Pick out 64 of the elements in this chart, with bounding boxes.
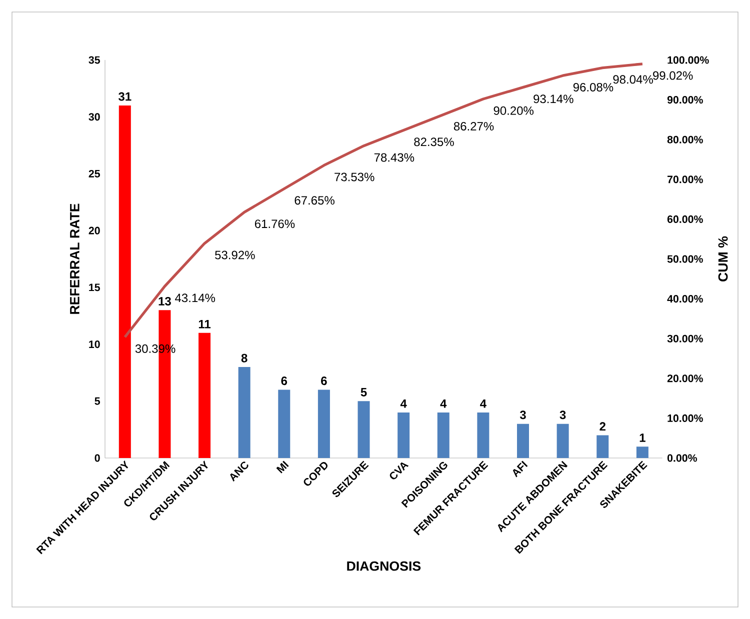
- y-tick-label: 5: [94, 397, 100, 405]
- bar: [636, 446, 648, 458]
- data-label: 4: [440, 400, 447, 408]
- y-tick-label: 35: [88, 56, 100, 64]
- bar: [318, 390, 330, 458]
- x-tick-label: MI: [276, 460, 289, 474]
- data-label: 43.14%: [175, 294, 216, 302]
- data-label: 1: [640, 434, 646, 442]
- data-label: 99.02%: [653, 71, 693, 80]
- x-axis-title: DIAGNOSIS: [347, 561, 421, 571]
- y-tick-label: 20: [88, 226, 100, 234]
- bar: [198, 332, 211, 458]
- bar: [437, 412, 450, 458]
- data-label: 73.53%: [334, 172, 374, 182]
- data-label: 96.08%: [573, 82, 614, 92]
- data-label: 8: [241, 354, 248, 362]
- data-label: 78.43%: [374, 153, 414, 162]
- y2-tick-label: 70.00%: [668, 176, 703, 184]
- data-label: 2: [600, 422, 606, 431]
- bar: [238, 367, 250, 458]
- y-tick-label: 30: [88, 113, 100, 121]
- data-label: 31: [118, 92, 132, 101]
- bar: [517, 424, 529, 458]
- bar: [556, 424, 569, 458]
- y-tick-label: 15: [89, 284, 100, 292]
- data-label: 4: [480, 400, 486, 408]
- data-label: 86.27%: [454, 122, 494, 131]
- bar: [398, 412, 410, 458]
- data-label: 61.76%: [254, 220, 295, 228]
- data-label: 6: [321, 376, 327, 386]
- bar: [358, 401, 370, 458]
- y2-tick-label: 0.00%: [667, 454, 698, 462]
- y2-tick-label: 20.00%: [667, 374, 703, 382]
- y2-tick-label: 90.00%: [667, 96, 703, 104]
- data-label: 13: [158, 296, 171, 306]
- y2-tick-label: 30.00%: [667, 334, 703, 342]
- y2-tick-label: 100.00%: [668, 56, 709, 64]
- data-label: 6: [281, 376, 288, 386]
- bar: [118, 105, 131, 458]
- data-label: 90.20%: [494, 106, 534, 115]
- data-label: 11: [198, 320, 211, 328]
- data-label: 93.14%: [534, 94, 574, 104]
- y2-tick-label: 10.00%: [668, 414, 703, 422]
- y2-tick-label: 40.00%: [667, 295, 703, 303]
- data-label: 53.92%: [215, 250, 255, 260]
- bar: [477, 412, 490, 458]
- y-axis-title: REFERRAL RATE: [70, 204, 80, 314]
- y2-tick-label: 50.00%: [667, 255, 703, 263]
- bar: [596, 435, 609, 458]
- x-tick-label: AFI: [512, 460, 528, 478]
- data-label: 98.04%: [613, 75, 653, 84]
- y2-axis-title: CUM %: [718, 236, 728, 282]
- bar: [278, 390, 290, 458]
- data-label: 67.65%: [294, 196, 334, 205]
- data-label: 5: [360, 388, 367, 396]
- data-label: 4: [400, 400, 407, 408]
- y2-tick-label: 60.00%: [667, 215, 703, 223]
- y-tick-label: 10: [89, 340, 100, 348]
- y-tick-label: 0: [94, 454, 100, 462]
- data-label: 3: [520, 410, 526, 420]
- y2-tick-label: 80.00%: [667, 136, 703, 144]
- y-tick-label: 25: [88, 170, 100, 178]
- data-label: 3: [560, 410, 566, 420]
- data-label: 82.35%: [414, 138, 454, 146]
